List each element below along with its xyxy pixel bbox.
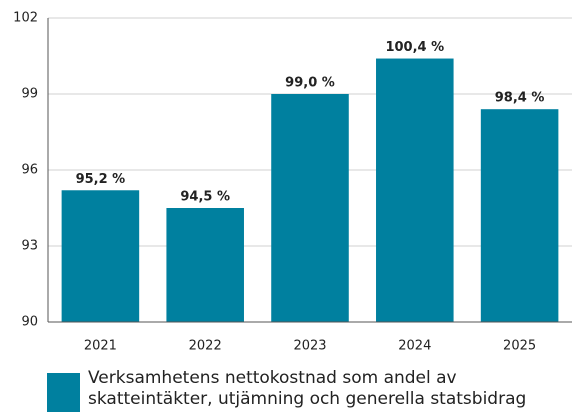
x-tick-label: 2022: [189, 339, 222, 354]
bar: [166, 208, 244, 322]
value-label: 95,2 %: [76, 172, 126, 187]
y-tick-label: 93: [21, 239, 38, 254]
bar: [271, 94, 349, 322]
y-tick-label: 96: [21, 163, 38, 178]
bar: [61, 190, 140, 322]
x-tick-label: 2025: [503, 339, 536, 354]
bar: [376, 58, 454, 323]
y-tick-label: 90: [21, 315, 38, 330]
legend-label: Verksamhetens nettokostnad som andel av …: [88, 368, 527, 409]
x-tick-label: 2023: [293, 339, 326, 354]
value-label: 98,4 %: [495, 91, 545, 106]
x-tick-label: 2024: [398, 339, 431, 354]
y-tick-label: 102: [13, 11, 38, 26]
legend-swatch: [47, 373, 80, 412]
value-label: 99,0 %: [285, 76, 335, 91]
x-tick-label: 2021: [84, 339, 117, 354]
y-tick-label: 99: [21, 87, 38, 102]
value-label: 94,5 %: [180, 190, 230, 205]
bar: [480, 109, 559, 322]
legend: Verksamhetens nettokostnad som andel av …: [47, 368, 572, 412]
value-label: 100,4 %: [385, 40, 444, 55]
chart: 90 93 96 99 102 95,2 % 2021 94,5 % 2022 99,0 % 202…: [13, 11, 572, 354]
